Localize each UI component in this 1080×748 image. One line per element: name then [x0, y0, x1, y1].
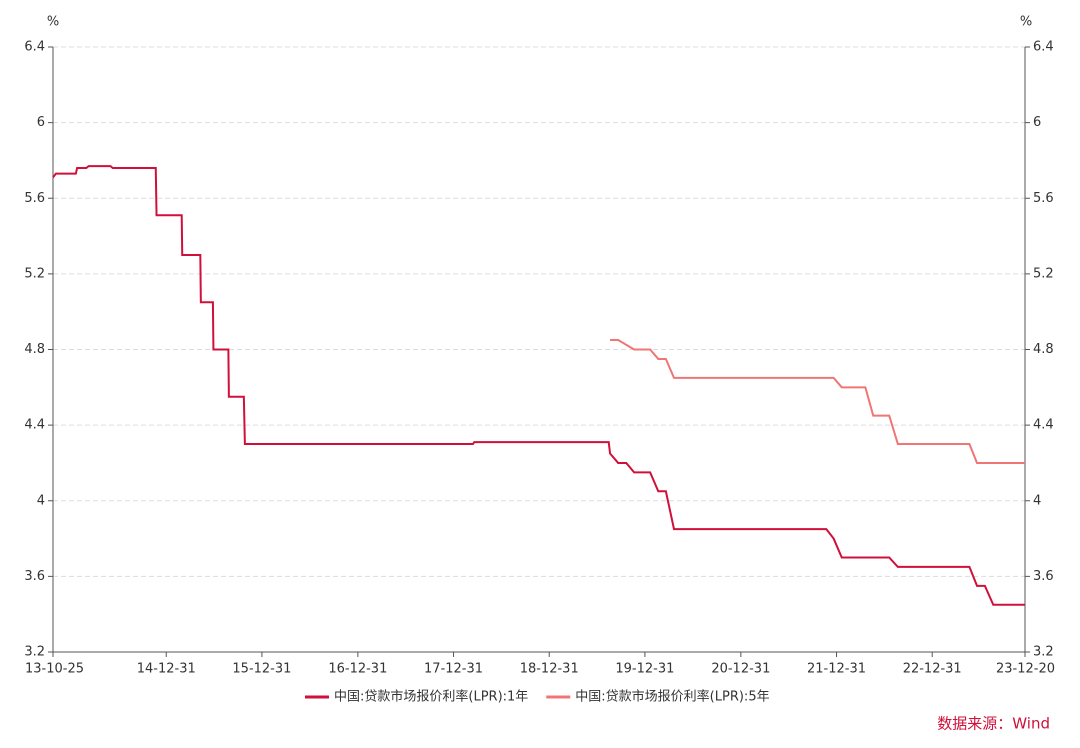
y2-tick-label: 5.2 [1033, 266, 1054, 281]
x-tick-label: 21-12-31 [807, 662, 866, 677]
y-tick-label: 5.6 [24, 191, 45, 206]
y-tick-label: 4 [37, 493, 45, 508]
y2-tick-label: 3.2 [1033, 645, 1054, 660]
y2-tick-label: 4.4 [1033, 418, 1054, 433]
x-tick-label: 22-12-31 [903, 662, 962, 677]
y-tick-label: 3.6 [24, 569, 45, 584]
source-note: 数据来源：Wind [937, 715, 1050, 733]
x-tick-label: 14-12-31 [137, 662, 196, 677]
y2-tick-label: 5.6 [1033, 191, 1054, 206]
legend-label: 中国:贷款市场报价利率(LPR):5年 [575, 689, 769, 705]
y2-unit: % [1020, 15, 1032, 30]
x-tick-label: 17-12-31 [424, 662, 483, 677]
y2-tick-label: 6.4 [1033, 40, 1054, 55]
y-tick-label: 6 [37, 115, 45, 130]
y-unit: % [47, 15, 59, 30]
y-tick-label: 4.8 [24, 342, 45, 357]
y-tick-label: 5.2 [24, 266, 45, 281]
legend-label: 中国:贷款市场报价利率(LPR):1年 [334, 689, 528, 705]
y-tick-label: 6.4 [24, 40, 45, 55]
x-tick-label: 16-12-31 [328, 662, 387, 677]
line-series [52, 165, 1025, 606]
line-series [610, 339, 1025, 464]
x-tick-label: 13-10-25 [25, 662, 84, 677]
y2-tick-label: 3.6 [1033, 569, 1054, 584]
x-tick-label: 18-12-31 [520, 662, 579, 677]
y-tick-label: 4.4 [24, 418, 45, 433]
y-tick-label: 3.2 [24, 645, 45, 660]
x-tick-label: 20-12-31 [711, 662, 770, 677]
y2-tick-label: 4 [1033, 493, 1041, 508]
y2-tick-label: 6 [1033, 115, 1041, 130]
x-tick-label: 23-12-20 [996, 662, 1055, 677]
x-tick-label: 19-12-31 [615, 662, 674, 677]
x-tick-label: 15-12-31 [232, 662, 291, 677]
y2-tick-label: 4.8 [1033, 342, 1054, 357]
